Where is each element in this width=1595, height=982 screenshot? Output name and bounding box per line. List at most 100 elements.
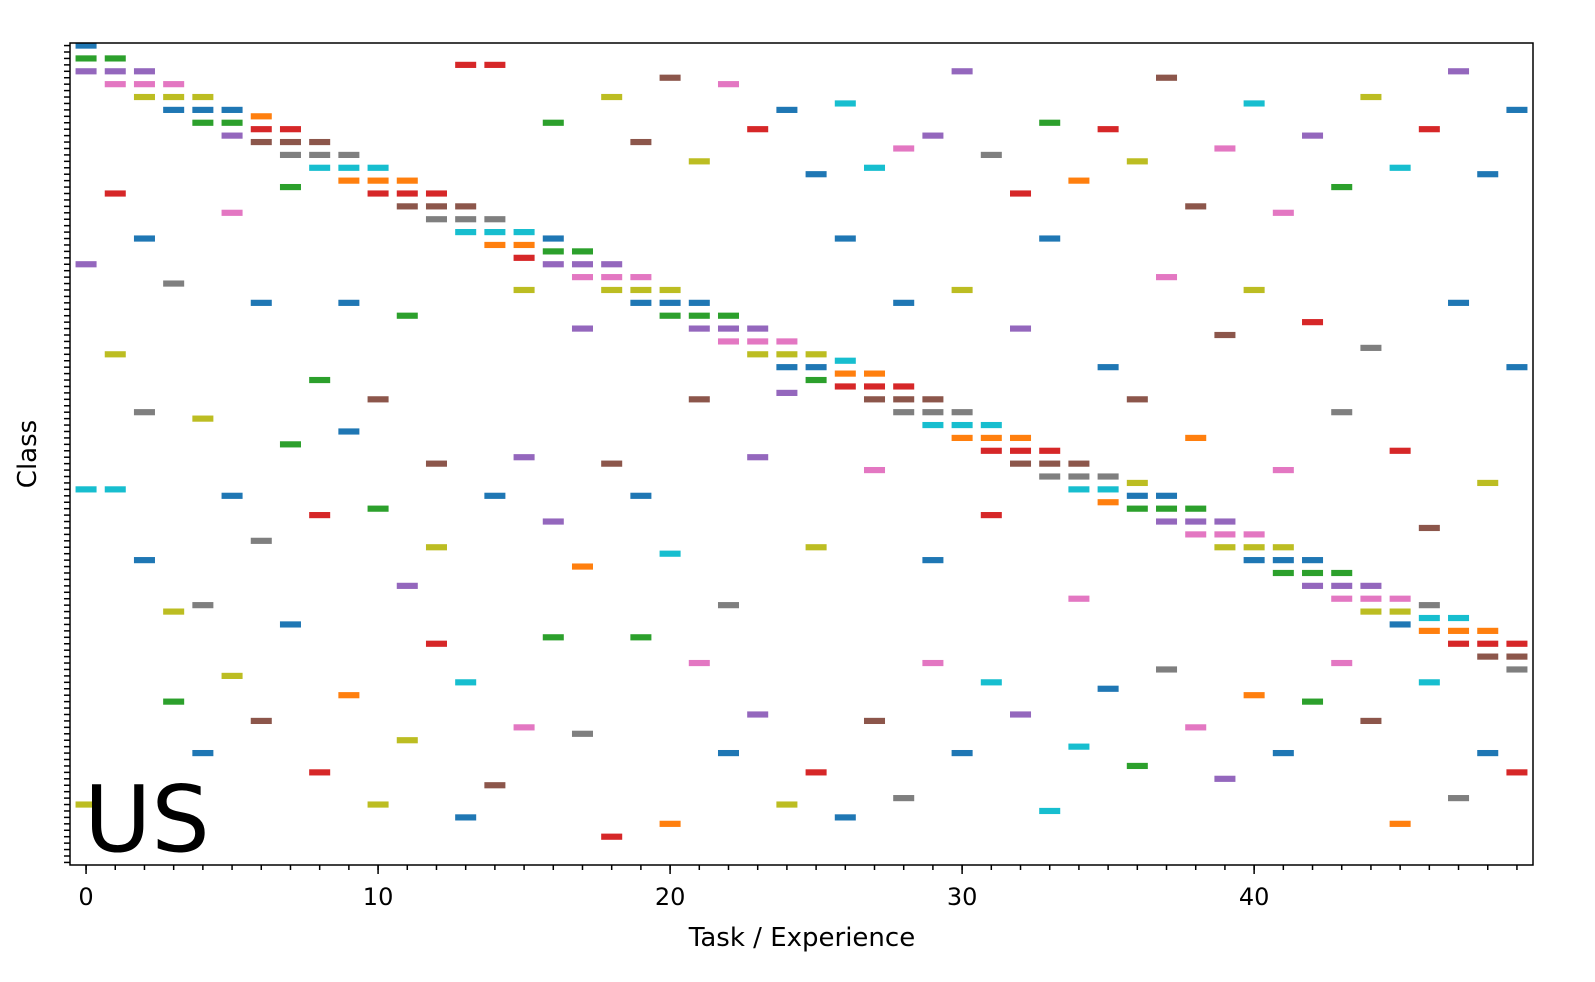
class-mark bbox=[863, 383, 886, 390]
class-mark bbox=[1360, 717, 1382, 725]
class-mark bbox=[1126, 479, 1148, 487]
class-mark bbox=[338, 164, 360, 171]
class-mark bbox=[776, 351, 798, 358]
class-mark bbox=[309, 769, 331, 776]
class-mark bbox=[484, 61, 506, 68]
class-mark bbox=[1243, 100, 1265, 107]
class-mark bbox=[338, 299, 360, 306]
class-mark bbox=[1068, 743, 1090, 750]
class-mark bbox=[455, 229, 477, 236]
class-mark bbox=[367, 164, 389, 171]
class-mark bbox=[601, 274, 623, 281]
class-mark bbox=[980, 434, 1002, 442]
class-mark bbox=[922, 421, 944, 429]
class-mark bbox=[1418, 602, 1440, 609]
class-mark bbox=[1331, 183, 1353, 191]
class-mark bbox=[1302, 132, 1324, 139]
class-mark bbox=[104, 55, 126, 62]
class-mark bbox=[104, 190, 126, 197]
class-mark bbox=[776, 364, 798, 371]
plot-frame bbox=[69, 42, 1534, 866]
class-mark bbox=[484, 216, 506, 223]
class-mark bbox=[425, 544, 447, 551]
class-mark bbox=[75, 55, 97, 62]
class-mark bbox=[951, 434, 973, 442]
class-mark bbox=[922, 557, 944, 564]
class-mark bbox=[717, 749, 740, 757]
class-mark bbox=[133, 81, 155, 88]
class-mark bbox=[542, 235, 564, 242]
class-mark bbox=[250, 113, 272, 120]
class-mark bbox=[1009, 190, 1032, 197]
class-mark bbox=[1331, 582, 1353, 589]
class-mark bbox=[1243, 557, 1265, 564]
class-mark bbox=[659, 312, 681, 319]
class-mark bbox=[1214, 331, 1236, 339]
class-mark bbox=[396, 203, 418, 210]
class-mark bbox=[1389, 820, 1411, 827]
class-mark bbox=[688, 299, 710, 306]
class-mark bbox=[455, 679, 477, 686]
class-mark bbox=[717, 325, 740, 332]
class-mark bbox=[192, 749, 214, 757]
class-mark bbox=[630, 492, 652, 499]
class-mark bbox=[717, 81, 740, 88]
class-mark bbox=[1302, 582, 1324, 589]
class-mark bbox=[309, 138, 331, 146]
class-mark bbox=[747, 351, 769, 358]
class-mark bbox=[776, 801, 798, 808]
class-mark bbox=[805, 171, 827, 178]
class-mark bbox=[1009, 325, 1032, 332]
class-mark bbox=[863, 717, 886, 725]
class-mark bbox=[834, 383, 856, 390]
class-mark bbox=[893, 145, 915, 152]
class-mark bbox=[893, 383, 915, 390]
class-mark bbox=[776, 389, 798, 396]
class-mark bbox=[571, 274, 594, 281]
class-mark bbox=[951, 286, 973, 294]
class-mark bbox=[1302, 569, 1324, 577]
class-mark bbox=[1448, 627, 1470, 634]
class-mark bbox=[542, 119, 564, 126]
class-mark bbox=[601, 261, 623, 268]
class-mark bbox=[1360, 344, 1382, 351]
class-mark bbox=[805, 376, 827, 384]
class-mark bbox=[630, 286, 652, 294]
class-mark bbox=[1126, 505, 1148, 512]
class-mark bbox=[688, 659, 710, 667]
class-mark bbox=[1477, 171, 1499, 178]
class-mark bbox=[1506, 106, 1528, 113]
class-mark bbox=[1302, 557, 1324, 564]
class-mark bbox=[688, 325, 710, 332]
class-mark bbox=[396, 582, 418, 589]
class-mark bbox=[279, 441, 301, 448]
class-mark bbox=[747, 711, 769, 718]
class-mark bbox=[1097, 486, 1119, 493]
class-mark bbox=[951, 409, 973, 416]
class-mark bbox=[367, 801, 389, 808]
class-mark bbox=[1039, 460, 1061, 467]
class-mark bbox=[309, 512, 331, 519]
class-mark bbox=[980, 512, 1002, 519]
class-mark bbox=[455, 61, 477, 68]
class-mark bbox=[1272, 544, 1294, 551]
class-mark bbox=[104, 486, 126, 493]
class-mark bbox=[922, 659, 944, 667]
class-mark bbox=[1477, 640, 1499, 647]
class-mark bbox=[1039, 807, 1061, 815]
class-mark bbox=[192, 415, 214, 422]
class-mark bbox=[542, 248, 564, 255]
class-mark bbox=[1009, 447, 1032, 454]
class-mark bbox=[484, 229, 506, 236]
class-mark bbox=[747, 126, 769, 133]
class-mark bbox=[1477, 479, 1499, 487]
class-mark bbox=[601, 833, 623, 840]
class-mark bbox=[309, 376, 331, 384]
class-mark bbox=[1331, 659, 1353, 667]
class-mark bbox=[396, 190, 418, 197]
class-mark bbox=[1126, 158, 1148, 165]
class-mark bbox=[1389, 595, 1411, 602]
class-mark bbox=[1272, 749, 1294, 757]
